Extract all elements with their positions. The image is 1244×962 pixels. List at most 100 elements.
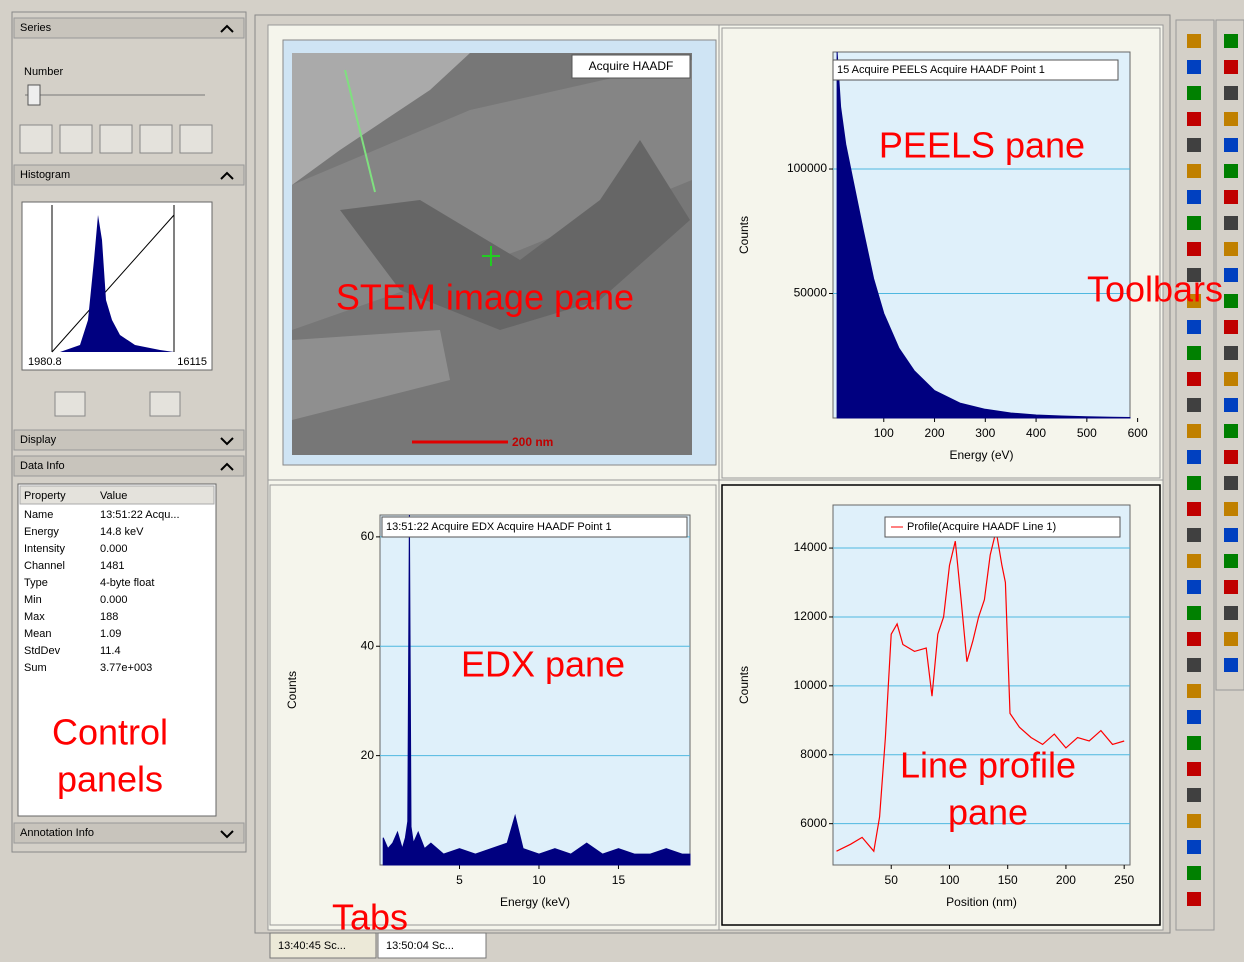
tool-icon[interactable]: [1224, 424, 1238, 438]
table-cell: Intensity: [24, 543, 65, 555]
tool-icon[interactable]: [1187, 632, 1201, 646]
tool-icon[interactable]: [1224, 580, 1238, 594]
tool-icon[interactable]: [1187, 580, 1201, 594]
tool-icon[interactable]: [1224, 164, 1238, 178]
tool-icon[interactable]: [1224, 398, 1238, 412]
table-cell: Type: [24, 577, 48, 589]
tool-icon[interactable]: [1187, 398, 1201, 412]
tool-icon[interactable]: [1224, 138, 1238, 152]
tool-icon[interactable]: [1224, 60, 1238, 74]
y-tick-label: 40: [361, 638, 375, 652]
x-tick-label: 200: [1056, 873, 1076, 887]
tool-icon[interactable]: [1187, 34, 1201, 48]
y-tick-label: 8000: [800, 747, 827, 761]
tool-icon[interactable]: [1224, 320, 1238, 334]
panel-title: Data Info: [20, 460, 65, 472]
tool-icon[interactable]: [1187, 346, 1201, 360]
button[interactable]: [60, 125, 92, 153]
tool-icon[interactable]: [1224, 372, 1238, 386]
button[interactable]: [55, 392, 85, 416]
table-cell: 1481: [100, 560, 124, 572]
tool-icon[interactable]: [1224, 554, 1238, 568]
tool-icon[interactable]: [1187, 892, 1201, 906]
tool-icon[interactable]: [1187, 476, 1201, 490]
tool-icon[interactable]: [1187, 86, 1201, 100]
tool-icon[interactable]: [1187, 372, 1201, 386]
legend-label: 15 Acquire PEELS Acquire HAADF Point 1: [837, 64, 1045, 76]
y-tick-label: 100000: [787, 161, 827, 175]
annotation: EDX pane: [461, 644, 625, 685]
annotation: pane: [948, 792, 1028, 833]
tool-icon[interactable]: [1187, 138, 1201, 152]
table-cell: 0.000: [100, 594, 128, 606]
y-axis-label: Counts: [737, 666, 751, 704]
tool-icon[interactable]: [1187, 554, 1201, 568]
tool-icon[interactable]: [1224, 658, 1238, 672]
legend-label: Profile(Acquire HAADF Line 1): [907, 521, 1056, 533]
histogram-min: 1980.8: [28, 356, 62, 368]
table-cell: 14.8 keV: [100, 526, 144, 538]
x-tick-label: 100: [874, 426, 894, 440]
y-tick-label: 20: [361, 748, 375, 762]
tool-icon[interactable]: [1187, 216, 1201, 230]
plot-area: [380, 515, 690, 865]
tool-icon[interactable]: [1187, 424, 1201, 438]
button[interactable]: [100, 125, 132, 153]
tool-icon[interactable]: [1187, 762, 1201, 776]
tool-icon[interactable]: [1187, 736, 1201, 750]
slider-label: Number: [24, 66, 63, 78]
playback-buttons: [20, 125, 212, 153]
tool-icon[interactable]: [1187, 242, 1201, 256]
panel-title: Display: [20, 434, 57, 446]
tool-icon[interactable]: [1224, 242, 1238, 256]
panel-title: Histogram: [20, 169, 70, 181]
tool-icon[interactable]: [1187, 450, 1201, 464]
tool-icon[interactable]: [1187, 840, 1201, 854]
table-cell: Name: [24, 509, 53, 521]
button[interactable]: [150, 392, 180, 416]
tool-icon[interactable]: [1187, 320, 1201, 334]
annotation: Tabs: [332, 897, 408, 938]
tool-icon[interactable]: [1224, 268, 1238, 282]
tool-icon[interactable]: [1224, 502, 1238, 516]
tool-icon[interactable]: [1187, 788, 1201, 802]
tool-icon[interactable]: [1187, 502, 1201, 516]
annotation: STEM image pane: [336, 277, 634, 318]
tool-icon[interactable]: [1224, 528, 1238, 542]
tool-icon[interactable]: [1187, 658, 1201, 672]
slider-thumb[interactable]: [28, 85, 40, 105]
tool-icon[interactable]: [1187, 710, 1201, 724]
tool-icon[interactable]: [1187, 814, 1201, 828]
annotation: panels: [57, 759, 163, 800]
tool-icon[interactable]: [1224, 190, 1238, 204]
button[interactable]: [140, 125, 172, 153]
y-axis-label: Counts: [737, 216, 751, 254]
tool-icon[interactable]: [1224, 112, 1238, 126]
annotation: Line profile: [900, 745, 1076, 786]
button[interactable]: [20, 125, 52, 153]
x-tick-label: 400: [1026, 426, 1046, 440]
tool-icon[interactable]: [1187, 606, 1201, 620]
tool-icon[interactable]: [1187, 190, 1201, 204]
button[interactable]: [180, 125, 212, 153]
tool-icon[interactable]: [1224, 450, 1238, 464]
tool-icon[interactable]: [1224, 216, 1238, 230]
tool-icon[interactable]: [1224, 632, 1238, 646]
tool-icon[interactable]: [1224, 34, 1238, 48]
tool-icon[interactable]: [1187, 684, 1201, 698]
tool-icon[interactable]: [1224, 606, 1238, 620]
table-cell: 13:51:22 Acqu...: [100, 509, 180, 521]
table-cell: 4-byte float: [100, 577, 154, 589]
tool-icon[interactable]: [1224, 86, 1238, 100]
y-tick-label: 50000: [794, 286, 828, 300]
tool-icon[interactable]: [1224, 476, 1238, 490]
tool-icon[interactable]: [1224, 294, 1238, 308]
tool-icon[interactable]: [1187, 528, 1201, 542]
tool-icon[interactable]: [1187, 164, 1201, 178]
x-tick-label: 500: [1077, 426, 1097, 440]
x-tick-label: 600: [1128, 426, 1148, 440]
tool-icon[interactable]: [1224, 346, 1238, 360]
tool-icon[interactable]: [1187, 60, 1201, 74]
tool-icon[interactable]: [1187, 866, 1201, 880]
tool-icon[interactable]: [1187, 112, 1201, 126]
